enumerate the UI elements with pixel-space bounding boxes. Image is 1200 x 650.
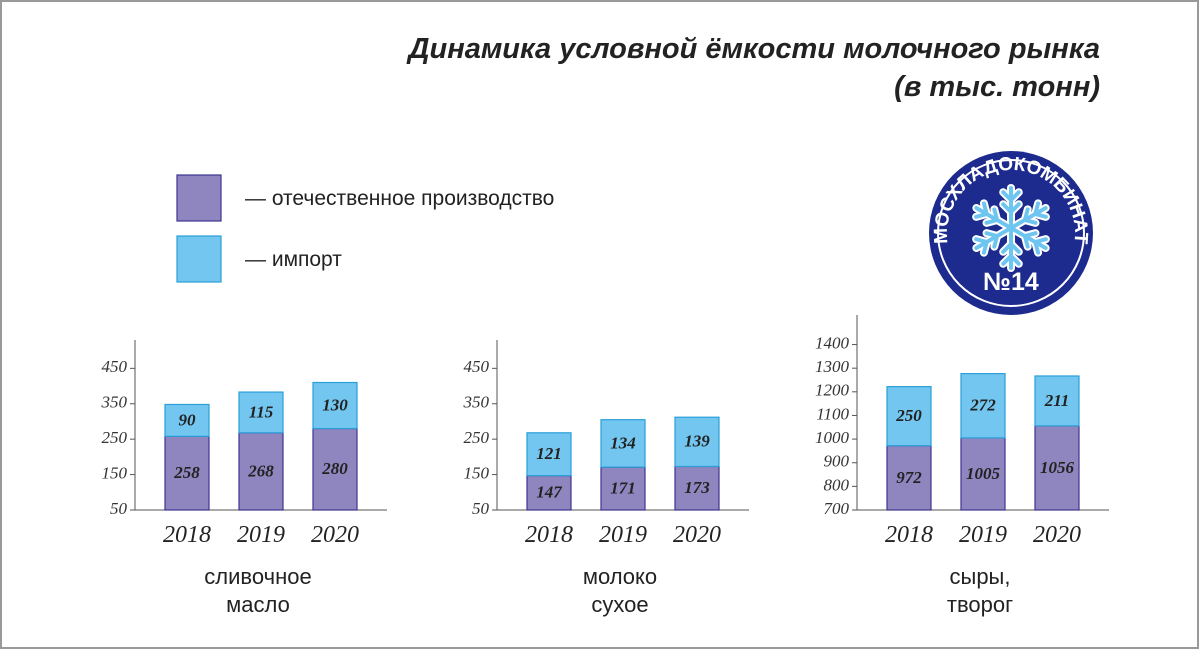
chart-label: сливочное [204,564,311,589]
snowflake-arm [992,207,1000,222]
snowflake [974,186,1048,270]
y-tick-label: 450 [102,357,128,376]
title: Динамика условной ёмкости молочного рынк… [406,33,1100,65]
y-tick-label: 250 [464,428,490,447]
value-label: 130 [322,395,348,414]
bar-segment [526,475,572,511]
x-tick-label: 2020 [1033,522,1081,548]
value-label: 211 [1044,391,1070,410]
value-label: 268 [247,461,274,480]
x-tick-label: 2018 [163,522,211,548]
snowflake-arm [1001,242,1013,254]
bar-segment [164,403,210,437]
value-label: 280 [321,459,348,478]
bar-segment [600,419,646,468]
logo-number: №14 [983,268,1039,296]
value-label: 90 [179,410,197,429]
value-label: 147 [536,483,563,502]
y-tick-label: 150 [102,463,128,482]
y-tick-label: 800 [824,475,850,494]
snowflake-arm [1001,254,1013,266]
y-tick-label: 50 [110,499,128,518]
chart-label: молоко [583,564,657,589]
snowflake-arm [974,226,1013,250]
bar-segment [674,416,720,468]
y-tick-label: 450 [464,357,490,376]
snowflake-arm [974,237,989,244]
chart-label: масло [226,592,290,617]
snowflake-arm [1009,206,1048,230]
snowflake-arm [981,201,989,216]
snowflake-arm [1009,226,1048,250]
snowflake-arm [984,231,1000,238]
y-tick-label: 1400 [815,333,850,352]
snowflake-arm [1022,234,1030,249]
value-label: 121 [536,444,562,463]
value-label: 134 [610,433,636,452]
bar-segment [960,437,1006,511]
bar-segment [600,466,646,511]
legend-label: — импорт [245,248,342,271]
bar-segment [886,386,932,447]
subtitle: (в тыс. тонн) [894,71,1100,103]
x-tick-label: 2020 [311,522,359,548]
y-tick-label: 1300 [815,357,850,376]
bar-segment [238,432,284,511]
y-tick-label: 1100 [816,404,849,423]
snowflake-arm [974,206,1013,230]
x-tick-label: 2019 [959,522,1007,548]
y-tick-label: 150 [464,463,490,482]
bar-segment [238,391,284,434]
value-label: 1056 [1040,458,1075,477]
y-tick-label: 900 [824,452,850,471]
y-tick-label: 350 [101,393,128,412]
bar-segment [1034,425,1080,511]
legend-swatch [176,235,222,283]
snowflake-arm [1009,190,1021,202]
value-label: 139 [684,432,710,451]
y-tick-label: 50 [472,499,490,518]
legend-swatch [176,174,222,222]
logo-inner [937,159,1085,307]
value-label: 258 [173,463,200,482]
chart-label: сыры, [950,564,1011,589]
y-tick-label: 1200 [815,381,850,400]
bar-segment [960,373,1006,439]
value-label: 115 [249,402,274,421]
logo: МОСХЛАДОКОМБИНАТ №14 [929,151,1093,315]
bar-segment [526,432,572,477]
snowflake-arm [1033,240,1041,255]
legend-label: — отечественное производство [245,187,554,210]
x-tick-label: 2018 [885,522,933,548]
chart-label: сухое [591,592,648,617]
x-tick-label: 2018 [525,522,573,548]
bar-segment [1034,375,1080,427]
bar-segment [312,381,358,430]
value-label: 972 [896,468,922,487]
bar-segment [886,445,932,511]
bar-segment [164,435,210,511]
value-label: 171 [610,478,636,497]
y-tick-label: 350 [463,393,490,412]
snowflake-arm [1009,202,1021,214]
bar-segment [312,427,358,511]
snowflake-arm [1022,218,1038,225]
y-tick-label: 250 [102,428,128,447]
y-tick-label: 1000 [815,428,850,447]
chart-label: творог [947,592,1013,617]
snowflake-arm [1033,212,1048,219]
value-label: 250 [895,406,922,425]
y-tick-label: 700 [824,499,850,518]
x-tick-label: 2020 [673,522,721,548]
value-label: 1005 [966,464,1001,483]
value-label: 272 [969,396,996,415]
x-tick-label: 2019 [599,522,647,548]
x-tick-label: 2019 [237,522,285,548]
value-label: 173 [684,478,710,497]
